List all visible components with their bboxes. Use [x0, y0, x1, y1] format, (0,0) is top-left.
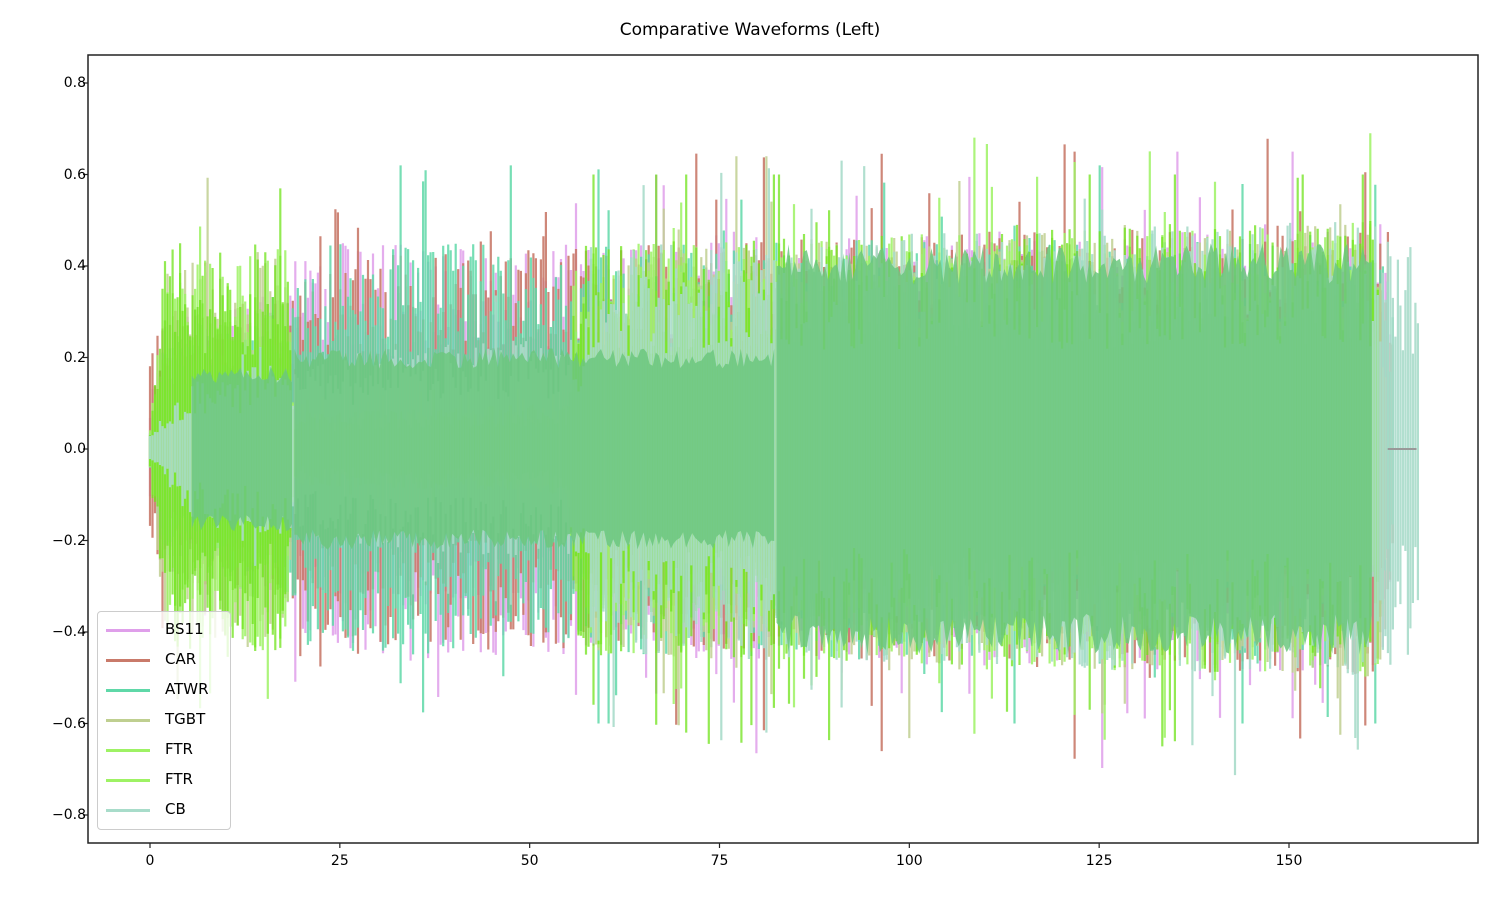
legend-label: BS11: [165, 620, 204, 638]
y-tick-label: −0.8: [52, 807, 86, 823]
y-tick-label: −0.6: [52, 715, 86, 732]
legend-item-ftr-1: FTR: [98, 735, 230, 765]
legend-line-icon: [106, 749, 150, 752]
y-tick-label: 0.4: [63, 258, 86, 274]
waveform-series-group: [148, 133, 1419, 776]
legend-item-tgbt: TGBT: [98, 705, 230, 735]
legend-line-icon: [106, 659, 150, 662]
waveform-dense-core: [776, 243, 1372, 655]
y-tick-label: 0.6: [63, 166, 86, 183]
legend-label: FTR: [165, 740, 193, 758]
legend-item-car: CAR: [98, 645, 230, 675]
x-tick-label: 75: [710, 853, 729, 869]
axis-ticks: [83, 82, 1290, 848]
legend-line-icon: [106, 629, 150, 632]
x-tick-label: 100: [895, 853, 923, 869]
x-tick-label: 0: [145, 853, 155, 869]
y-tick-label: 0.8: [63, 75, 86, 91]
legend-label: CAR: [165, 650, 197, 668]
y-tick-label: −0.2: [52, 532, 86, 549]
y-tick-label: −0.4: [52, 624, 86, 640]
legend-item-atwr: ATWR: [98, 675, 230, 705]
legend-line-icon: [106, 779, 150, 782]
chart-legend: BS11 CAR ATWR TGBT FTR FTR CB: [97, 611, 231, 830]
chart-title: Comparative Waveforms (Left): [619, 20, 881, 40]
legend-line-icon: [106, 689, 150, 692]
legend-item-bs11: BS11: [98, 615, 230, 645]
x-tick-label: 50: [520, 853, 539, 869]
y-tick-label: 0.2: [63, 349, 86, 366]
legend-item-cb: CB: [98, 795, 230, 825]
x-tick-label: 25: [330, 853, 349, 869]
legend-line-icon: [106, 809, 150, 812]
waveform-dense-core: [294, 348, 775, 550]
y-tick-label: 0.0: [63, 441, 86, 457]
waveform-dense-core: [191, 366, 292, 531]
legend-label: CB: [165, 800, 186, 818]
x-tick-label: 125: [1085, 853, 1113, 869]
legend-line-icon: [106, 719, 150, 722]
x-tick-label: 150: [1275, 853, 1303, 869]
legend-label: ATWR: [165, 680, 209, 698]
legend-label: FTR: [165, 770, 193, 788]
legend-item-ftr-2: FTR: [98, 765, 230, 795]
legend-label: TGBT: [165, 710, 206, 728]
